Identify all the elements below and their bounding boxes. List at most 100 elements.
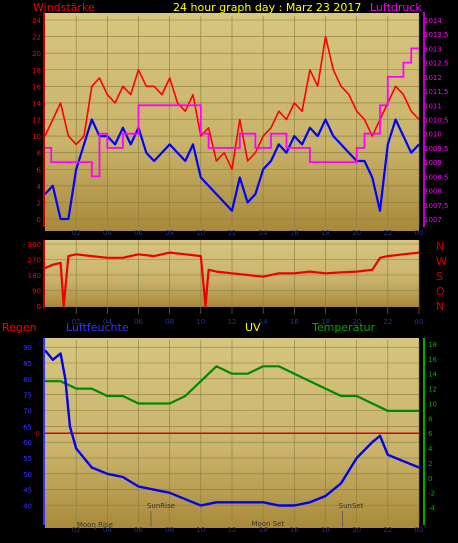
series-direction-line [44,251,420,308]
time-tick-label: 10 [196,526,205,534]
moonset-annotation: Moon Set [251,520,284,528]
temperature-tick-label: 10 [428,400,437,408]
pressure-axis-title: Luftdruck [370,1,422,14]
sunset-annotation: SunSet [339,502,364,510]
temperature-tick-label: 4 [428,445,433,453]
temperature-tick-label: 14 [428,371,437,379]
time-tick-label: 04 [103,526,112,534]
time-tick-label: 16 [290,229,299,237]
temperature-tick-label: -4 [428,505,436,513]
wind-tick-label: 18 [32,67,41,75]
time-tick-label: 18 [321,229,330,237]
sun-moon-annotations: SunRise SunSet Moon Rise Moon Set [77,502,364,530]
wind-tick-label: 4 [37,183,42,191]
time-tick-label: 04 [103,318,112,326]
humidity-tick-label: 70 [23,408,32,416]
uv-label: UV [245,321,261,334]
series-pressure-line [45,47,419,178]
chart-title: 24 hour graph day : Marz 23 2017 [173,1,361,14]
wind-tick-label: 12 [32,117,41,125]
axis-ticks: 0202020404040606060808081010101212121414… [23,12,449,534]
pressure-tick-label: 1011,5 [424,88,449,96]
time-tick-label: 16 [290,526,299,534]
pressure-tick-label: 1010 [424,131,442,139]
time-tick-label: 20 [352,318,361,326]
humidity-tick-label: 80 [23,376,32,384]
humidity-tick-label: 45 [23,487,32,495]
humidity-tick-label: 65 [23,423,32,431]
time-tick-label: 22 [383,318,392,326]
wind-tick-label: 20 [32,50,41,58]
humidity-tick-label: 85 [23,360,32,368]
compass-n-top: N [436,240,444,253]
pressure-tick-label: 1011 [424,102,442,110]
wind-tick-label: 16 [32,83,41,91]
time-tick-label: 22 [383,229,392,237]
time-tick-label: 04 [103,229,112,237]
time-tick-label: 18 [321,526,330,534]
pressure-tick-label: 1013 [424,45,442,53]
pressure-tick-label: 1008,5 [424,173,449,181]
time-tick-label: 16 [290,318,299,326]
time-tick-label: 06 [134,229,143,237]
time-tick-label: 10 [196,318,205,326]
time-tick-label: 20 [352,526,361,534]
time-tick-label: 06 [134,318,143,326]
time-tick-label: 08 [165,229,174,237]
compass-s: S [436,270,443,283]
time-tick-label: 14 [259,526,268,534]
compass-w: W [436,255,447,268]
temperature-label: Temperatur [311,321,376,334]
data-series [44,35,420,507]
moonrise-annotation: Moon Rise [77,521,113,529]
series-temperature-line [45,365,419,412]
time-tick-label: 10 [196,229,205,237]
humidity-tick-label: 55 [23,455,32,463]
compass-n-bottom: N [436,300,444,313]
wind-tick-label: 22 [32,34,41,42]
pressure-tick-label: 1009 [424,159,442,167]
time-tick-label: 08 [165,318,174,326]
wind-tick-label: 6 [37,166,42,174]
pressure-tick-label: 1010,5 [424,117,449,125]
time-tick-label: 12 [228,318,237,326]
humidity-tick-label: 40 [23,503,32,511]
temperature-tick-label: -2 [428,490,435,498]
time-tick-label: 06 [134,526,143,534]
time-tick-label: 00 [415,229,424,237]
compass-o: O [436,285,445,298]
humidity-label: Luftfeuchte [66,321,129,334]
direction-tick-label: 90 [32,288,41,296]
time-tick-label: 02 [72,318,81,326]
time-tick-label: 14 [259,229,268,237]
pressure-tick-label: 1007 [424,216,442,224]
temperature-tick-label: 12 [428,386,437,394]
temperature-tick-label: 6 [428,430,433,438]
series-wind-line [44,35,420,171]
time-tick-label: 22 [383,526,392,534]
time-tick-label: 00 [415,526,424,534]
time-tick-label: 14 [259,318,268,326]
wind-tick-label: 14 [32,100,41,108]
direction-tick-label: 270 [28,257,41,265]
pressure-tick-label: 1012,5 [424,60,449,68]
temperature-tick-label: 0 [428,475,432,483]
humidity-tick-label: 50 [23,471,32,479]
compass-labels: N W S O N [436,240,447,313]
temperature-tick-label: 16 [428,356,437,364]
humidity-tick-label: 75 [23,392,32,400]
wind-tick-label: 24 [32,17,41,25]
temperature-tick-label: 18 [428,341,437,349]
time-tick-label: 20 [352,229,361,237]
pressure-tick-label: 1007,5 [424,202,449,210]
temperature-tick-label: 2 [428,460,432,468]
humidity-tick-label: 90 [23,344,32,352]
time-tick-label: 08 [165,526,174,534]
direction-tick-label: 360 [28,241,41,249]
time-tick-label: 02 [72,229,81,237]
wind-tick-label: 2 [37,199,41,207]
pressure-tick-label: 1013,5 [424,31,449,39]
pressure-tick-label: 1009,5 [424,145,449,153]
time-tick-label: 18 [321,318,330,326]
wind-tick-label: 10 [32,133,41,141]
